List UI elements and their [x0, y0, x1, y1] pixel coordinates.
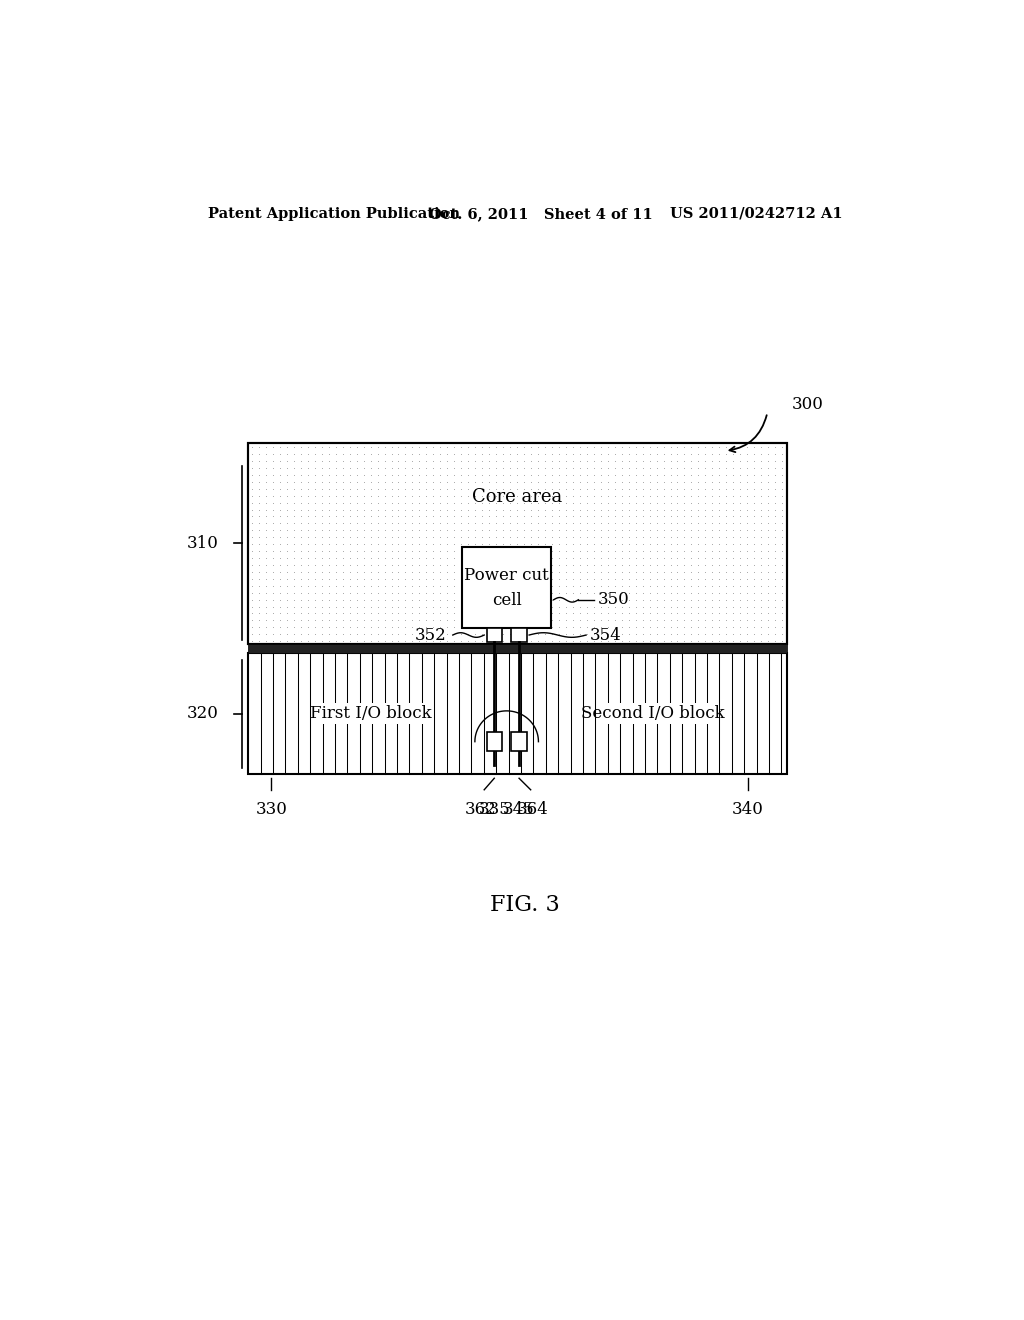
Text: 320: 320	[186, 705, 219, 722]
Text: Second I/O block: Second I/O block	[581, 705, 725, 722]
Bar	[462, 548, 551, 628]
Bar	[248, 653, 786, 775]
Text: Oct. 6, 2011   Sheet 4 of 11: Oct. 6, 2011 Sheet 4 of 11	[429, 207, 652, 220]
Text: 335: 335	[478, 800, 510, 817]
Text: 340: 340	[732, 800, 764, 817]
Text: 300: 300	[793, 396, 824, 413]
Bar	[511, 733, 526, 751]
Bar	[248, 444, 786, 644]
Text: 352: 352	[415, 627, 446, 644]
Bar	[248, 444, 786, 644]
Text: 330: 330	[255, 800, 288, 817]
Bar	[511, 628, 526, 642]
Bar	[315, 702, 427, 725]
Bar	[486, 628, 502, 642]
Bar	[486, 733, 502, 751]
Text: 345: 345	[503, 800, 535, 817]
Text: FIG. 3: FIG. 3	[489, 895, 560, 916]
Text: 364: 364	[517, 800, 549, 817]
Text: 362: 362	[465, 800, 497, 817]
Text: Patent Application Publication: Patent Application Publication	[208, 207, 460, 220]
Bar	[597, 702, 709, 725]
Text: Core area: Core area	[472, 488, 562, 506]
Text: First I/O block: First I/O block	[310, 705, 432, 722]
Text: US 2011/0242712 A1: US 2011/0242712 A1	[671, 207, 843, 220]
Text: Power cut
cell: Power cut cell	[464, 566, 549, 609]
Text: 354: 354	[590, 627, 622, 644]
Bar	[248, 644, 786, 653]
Text: 310: 310	[186, 535, 219, 552]
Text: 350: 350	[598, 591, 630, 609]
